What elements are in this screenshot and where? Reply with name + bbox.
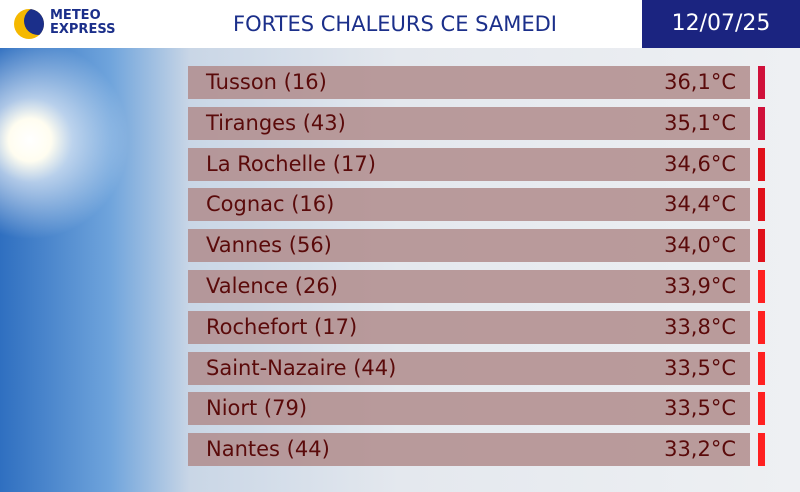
accent-bar [758, 188, 765, 222]
table-row: Rochefort (17) 33,8°C [188, 310, 750, 344]
temperature: 34,6°C [664, 151, 736, 176]
table-row: La Rochelle (17) 34,6°C [188, 147, 750, 181]
city: Saint-Nazaire (44) [206, 355, 397, 380]
brand-line: METEO [50, 8, 101, 23]
temperature: 33,2°C [664, 437, 736, 462]
city: Vannes (56) [206, 233, 332, 258]
temperature: 34,0°C [664, 233, 736, 258]
accent-bar [758, 147, 765, 181]
city: Valence (26) [206, 274, 338, 298]
table-row: Tiranges (43) 35,1°C [188, 106, 750, 140]
city: Niort (79) [206, 396, 308, 421]
temperature: 35,1°C [664, 110, 736, 135]
temperature: 33,5°C [664, 396, 736, 421]
brand-line: EXPRESS [50, 22, 116, 37]
table-row: Nantes (44) 33,2°C [188, 433, 750, 467]
date: 12/07/25 [642, 0, 800, 48]
accent-bar [758, 433, 765, 467]
temperature: 33,8°C [664, 314, 736, 339]
table-row: Cognac (16) 34,4°C [188, 188, 750, 222]
header: METEO EXPRESS FORTES CHALEURS CE SAMEDI … [0, 0, 800, 48]
accent-bar [758, 106, 765, 140]
table-row: Vannes (56) 34,0°C [188, 229, 750, 263]
accent-bar [758, 66, 765, 99]
accent-bar [758, 392, 765, 426]
temperature: 33,5°C [664, 355, 736, 380]
brand: METEO EXPRESS [50, 9, 115, 37]
table-row: Niort (79) 33,5°C [188, 392, 750, 426]
city: La Rochelle (17) [206, 151, 376, 176]
accent-bar [758, 310, 765, 344]
accent-bar [758, 229, 765, 263]
city: Nantes (44) [206, 437, 330, 462]
logo [14, 9, 44, 39]
temperature: 34,4°C [664, 192, 736, 217]
temperature: 33,9°C [664, 274, 736, 298]
table-row: Tusson (16) 36,1°C [188, 66, 750, 99]
accent-bar [758, 351, 765, 385]
city: Tiranges (43) [206, 110, 346, 135]
temperature: 36,1°C [664, 70, 736, 94]
table-row: Saint-Nazaire (44) 33,5°C [188, 351, 750, 385]
city: Tusson (16) [206, 70, 327, 94]
table-row: Valence (26) 33,9°C [188, 270, 750, 303]
sun [0, 40, 130, 240]
city: Cognac (16) [206, 192, 335, 217]
city: Rochefort (17) [206, 314, 358, 339]
accent-bar [758, 270, 765, 303]
title: FORTES CHALEURS CE SAMEDI [233, 12, 557, 36]
